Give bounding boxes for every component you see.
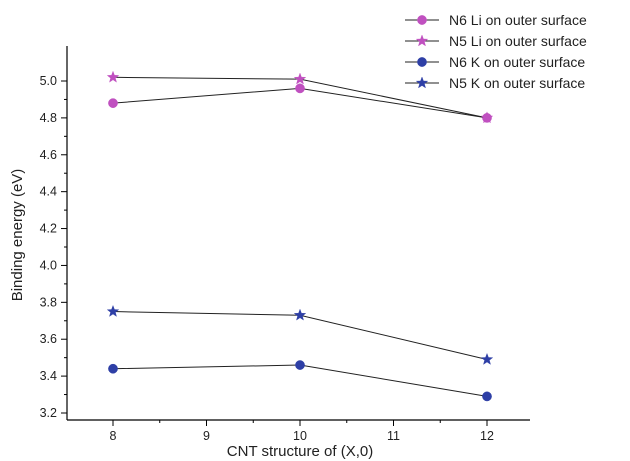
data-point	[293, 308, 307, 321]
y-tick-label: 4.6	[40, 148, 57, 162]
x-tick-label: 11	[387, 429, 400, 443]
y-tick-label: 4.2	[40, 222, 57, 236]
y-tick-label: 5.0	[40, 74, 57, 88]
y-axis-label: Binding energy (eV)	[9, 169, 26, 302]
series-1	[108, 83, 492, 123]
series-4	[106, 304, 494, 365]
data-point	[295, 83, 305, 94]
data-point	[108, 363, 118, 374]
x-tick-label: 9	[203, 429, 210, 443]
y-ticks: 3.2 3.4 3.6 3.8 4.0 4.2 4.4 4.6 4.8 5.0	[40, 74, 67, 420]
legend-label: N6 Li on outer surface	[449, 12, 587, 28]
y-tick-label: 3.4	[40, 369, 57, 383]
series-3	[108, 360, 492, 402]
x-tick-label: 12	[480, 429, 494, 443]
series-line	[112, 311, 488, 360]
legend-marker	[415, 34, 429, 47]
data-point	[106, 304, 120, 317]
data-point	[295, 360, 305, 370]
legend-item: N6 Li on outer surface	[405, 12, 587, 28]
series-2	[106, 70, 494, 124]
legend-label: N5 K on outer surface	[449, 75, 585, 91]
y-tick-label: 3.2	[40, 406, 57, 420]
legend-marker	[417, 57, 427, 67]
legend-marker	[415, 76, 429, 89]
x-tick-label: 8	[110, 429, 117, 443]
series-layer	[106, 70, 494, 402]
data-point	[108, 98, 118, 108]
data-point	[482, 391, 492, 402]
y-tick-label: 3.8	[40, 295, 57, 309]
y-tick-label: 4.4	[40, 185, 57, 199]
legend-label: N5 Li on outer surface	[449, 33, 587, 49]
y-tick-label: 3.6	[40, 332, 57, 346]
legend-item: N5 Li on outer surface	[405, 33, 587, 49]
data-point	[293, 72, 307, 85]
legend-item: N5 K on outer surface	[405, 75, 585, 91]
legend-marker	[417, 15, 427, 25]
x-ticks: 8 9 10 11 12	[110, 420, 494, 443]
x-tick-label: 10	[293, 429, 307, 443]
legend-item: N6 K on outer surface	[405, 54, 585, 70]
data-point	[106, 70, 120, 83]
x-axis-label: CNT structure of (X,0)	[227, 443, 373, 460]
data-point	[480, 111, 494, 124]
y-tick-label: 4.0	[40, 258, 57, 272]
data-point	[480, 352, 494, 365]
y-tick-label: 4.8	[40, 111, 57, 125]
legend-label: N6 K on outer surface	[449, 54, 585, 70]
legend: N6 Li on outer surface N5 Li on outer sur…	[405, 12, 587, 91]
